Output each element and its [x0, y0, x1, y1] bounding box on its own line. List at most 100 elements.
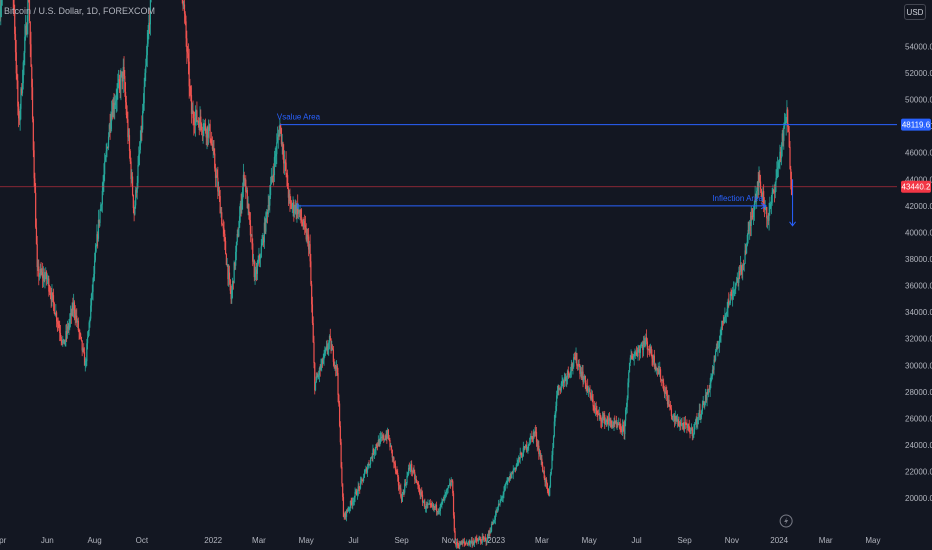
candle-body: [109, 124, 111, 129]
candle-body: [105, 151, 107, 158]
currency-button[interactable]: USD: [904, 4, 926, 20]
candle-body: [439, 504, 441, 511]
candle-body: [73, 302, 75, 311]
candle-body: [528, 444, 530, 446]
candle-body: [611, 424, 614, 428]
candle-body: [363, 477, 365, 482]
candle-body: [267, 205, 269, 215]
candle-body: [625, 406, 628, 410]
candle-body: [777, 167, 779, 170]
candle-body: [772, 190, 774, 193]
price-tick-label: 28000.0: [905, 388, 932, 397]
candle-body: [334, 364, 336, 366]
candle-body: [43, 274, 45, 281]
candle-body: [593, 406, 595, 408]
candle-body: [307, 236, 310, 250]
candle-body: [709, 382, 711, 390]
candle-body: [501, 497, 503, 499]
candle-body: [558, 385, 560, 390]
candle-body: [360, 479, 362, 482]
candle-body: [770, 204, 772, 206]
value-level-price-tag-bg: [901, 118, 931, 131]
candle-body: [101, 190, 103, 205]
candle-body: [245, 190, 248, 193]
candle-body: [518, 457, 520, 461]
candle-body: [590, 394, 592, 400]
candle-body: [619, 423, 621, 430]
candle-body: [310, 261, 312, 285]
candle-body: [90, 293, 93, 306]
candle-body: [395, 469, 397, 471]
candle-body: [414, 472, 416, 480]
candle-body: [509, 474, 511, 481]
candle-body: [300, 218, 303, 222]
candle-body: [571, 364, 573, 368]
candle-body: [677, 419, 679, 426]
candle-body: [304, 221, 306, 226]
time-tick-label: May: [582, 536, 597, 545]
candle-body: [515, 464, 517, 469]
candle-body: [416, 481, 418, 484]
candle-body: [375, 444, 377, 450]
candle-body: [28, 0, 31, 22]
candle-body: [672, 415, 674, 417]
candle-body: [138, 154, 140, 166]
candle-body: [319, 367, 321, 370]
candle-body: [144, 72, 146, 87]
candle-body: [708, 388, 710, 394]
candle-body: [497, 506, 499, 512]
candle-body: [664, 391, 666, 394]
candle-body: [681, 422, 683, 425]
candle-body: [528, 443, 531, 445]
candle-body: [373, 449, 375, 454]
candle-body: [759, 181, 762, 189]
candle-body: [508, 477, 510, 481]
candle-body: [89, 318, 91, 323]
candle-body: [98, 219, 100, 223]
candle-body: [652, 355, 655, 363]
candle-body: [99, 210, 101, 223]
candle-body: [149, 22, 151, 25]
price-tags-layer: 48119.6 43440.2: [901, 118, 931, 193]
candle-body: [210, 138, 212, 144]
candle-body: [561, 380, 563, 384]
candle-body: [354, 492, 356, 498]
candle-body: [188, 61, 190, 87]
candle-body: [83, 352, 86, 366]
candle-body: [218, 190, 221, 197]
candle-body: [347, 510, 349, 512]
candle-body: [721, 320, 723, 329]
candle-body: [75, 315, 77, 319]
candle-body: [563, 377, 566, 383]
candle-body: [413, 469, 415, 473]
candle-body: [614, 420, 617, 424]
candle-body: [496, 511, 498, 513]
candle-body: [339, 425, 341, 443]
candle-body: [286, 174, 288, 176]
lightning-icon[interactable]: [779, 514, 793, 528]
candle-body: [229, 279, 231, 291]
candle-body: [438, 511, 440, 513]
candle-body: [397, 476, 400, 486]
candle-body: [104, 157, 107, 162]
candle-body: [142, 110, 144, 130]
candle-body: [699, 410, 701, 418]
candle-body: [639, 347, 641, 353]
candle-body: [527, 445, 529, 449]
price-tick-label: 44000.0: [905, 175, 932, 184]
candle-body: [113, 102, 115, 109]
price-tick-label: 24000.0: [905, 441, 932, 450]
candle-body: [591, 395, 593, 400]
candle-body: [745, 250, 747, 254]
candle-body: [559, 388, 562, 391]
lightning-glyph: [784, 517, 789, 525]
candle-body: [400, 496, 403, 502]
candle-body: [701, 404, 704, 411]
candle-body: [730, 294, 732, 295]
candle-body: [226, 264, 228, 266]
candle-body: [146, 43, 148, 56]
candle-body: [38, 266, 40, 277]
candle-body: [556, 395, 558, 407]
candle-body: [211, 143, 214, 150]
